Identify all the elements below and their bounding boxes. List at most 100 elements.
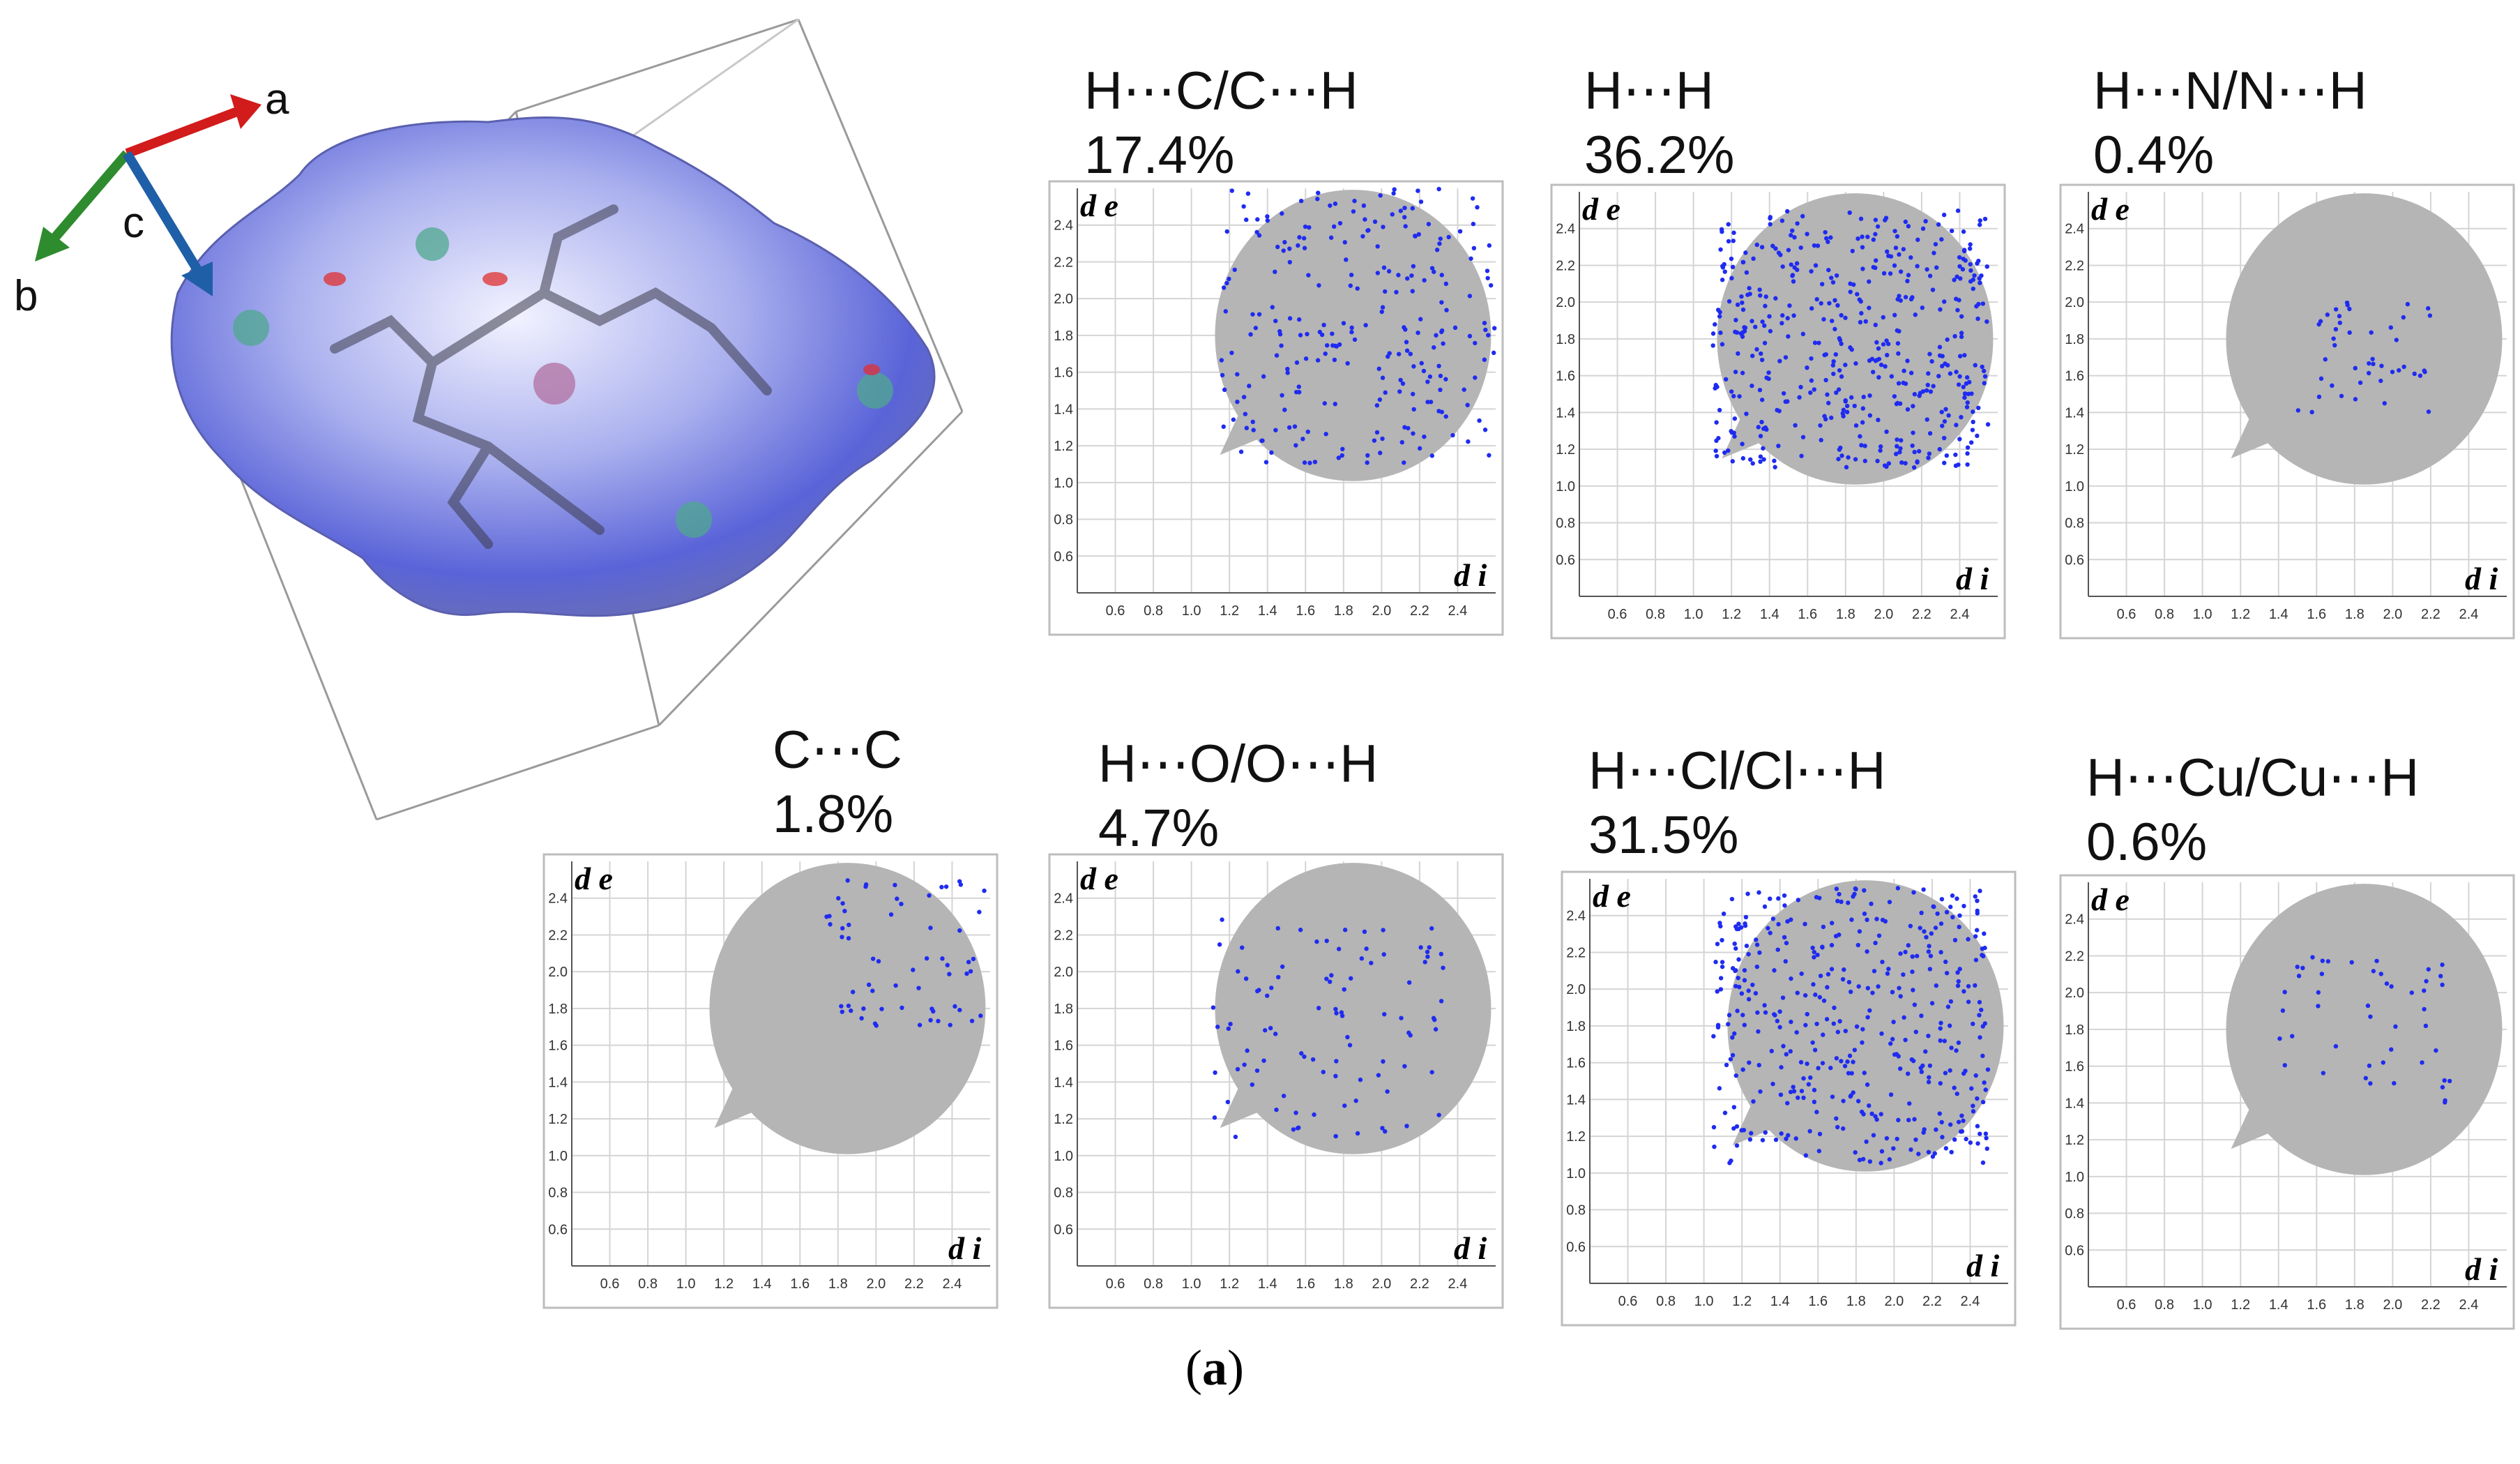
contact-point <box>1418 945 1423 950</box>
contact-point <box>1780 264 1785 269</box>
y-tick-label: 0.8 <box>548 1186 568 1201</box>
contact-point <box>1330 343 1335 348</box>
contact-point <box>1845 1059 1850 1064</box>
contact-point <box>1756 890 1761 895</box>
contact-point <box>1759 351 1763 356</box>
contact-point <box>2409 990 2414 995</box>
contact-point <box>1390 212 1395 217</box>
full-fingerprint-spike <box>1732 1062 1799 1146</box>
contact-point <box>1860 1156 1866 1162</box>
contact-point <box>1733 370 1738 375</box>
contact-point <box>1983 1087 1988 1092</box>
contact-point <box>1281 248 1286 253</box>
contact-point <box>1959 334 1964 340</box>
contact-point <box>2426 409 2431 414</box>
contact-point <box>1758 459 1763 465</box>
fingerprint-plot-5: 0.6 0.8 1.0 1.2 1.4 1.6 1.8 2.0 2.2 2.4 0.6 0.8 1.0 1… <box>1561 870 2017 1327</box>
contact-point <box>1487 243 1492 248</box>
contact-point <box>1773 465 1777 469</box>
contact-point <box>1422 434 1427 439</box>
contact-point <box>1970 428 1975 432</box>
contact-point <box>1984 264 1989 269</box>
contact-point <box>1811 982 1816 987</box>
contact-point <box>1805 1061 1809 1066</box>
contact-point <box>1779 321 1784 326</box>
contact-point <box>1349 329 1354 335</box>
contact-point <box>1869 901 1874 907</box>
contact-point <box>1792 235 1797 240</box>
contact-point <box>1762 340 1768 346</box>
contact-point <box>1860 234 1865 239</box>
contact-point <box>866 982 872 988</box>
y-tick-label: 2.0 <box>2065 295 2084 310</box>
contact-point <box>1938 307 1943 312</box>
contact-point <box>1353 1099 1358 1103</box>
contact-point <box>1975 898 1980 903</box>
contact-point <box>1779 1131 1784 1136</box>
contact-point <box>1934 265 1939 270</box>
contact-point <box>1965 375 1970 380</box>
contact-point <box>1307 225 1312 230</box>
contact-point <box>1935 911 1940 916</box>
contact-point <box>1352 198 1357 204</box>
contact-point <box>1753 990 1759 996</box>
y-tick-label: 1.2 <box>1566 1129 1586 1145</box>
y-tick-label: 0.8 <box>1054 513 1073 528</box>
contact-point <box>1979 273 1984 278</box>
y-tick-label: 1.0 <box>1566 1166 1586 1182</box>
contact-point <box>861 1006 866 1011</box>
contact-point <box>1753 324 1758 329</box>
contact-point <box>1922 929 1927 934</box>
contact-point <box>1863 319 1868 324</box>
contact-point <box>1729 429 1733 434</box>
contact-point <box>1383 390 1388 395</box>
contact-point <box>2412 371 2417 377</box>
contact-point <box>1719 227 1724 232</box>
contact-point <box>1732 1031 1737 1036</box>
contact-point <box>1959 314 1964 319</box>
contact-point <box>1867 1103 1872 1108</box>
contact-point <box>1324 938 1329 944</box>
contact-point <box>1744 943 1749 949</box>
contact-point <box>1724 1062 1729 1068</box>
contact-point <box>1965 462 1970 467</box>
contact-point <box>1927 944 1931 949</box>
contact-point <box>1905 359 1910 363</box>
contact-point <box>1745 891 1750 896</box>
contact-point <box>1878 448 1883 453</box>
contact-point <box>1920 226 1926 232</box>
contact-point <box>2442 1078 2447 1083</box>
contact-point <box>1282 240 1287 245</box>
contact-point <box>1956 1040 1961 1046</box>
contact-point <box>1982 1080 1987 1085</box>
x-tick-label: 1.0 <box>1182 603 1201 619</box>
contact-point <box>1949 1046 1954 1050</box>
plot-title-h-c: H⋯C/C⋯H 17.4% <box>1084 61 1358 185</box>
contact-point <box>1776 896 1781 901</box>
contact-point <box>2440 1085 2445 1090</box>
contact-point <box>1943 1071 1948 1076</box>
contact-point <box>1323 432 1328 437</box>
contact-point <box>1720 342 1725 347</box>
y-tick-label: 1.4 <box>548 1075 568 1090</box>
contact-point <box>1939 896 1945 902</box>
x-axis-label: d i <box>1454 1230 1487 1266</box>
contact-point <box>1940 423 1945 428</box>
contact-point <box>1911 1058 1916 1064</box>
contact-point <box>1955 983 1961 988</box>
contact-point <box>1921 1130 1926 1135</box>
contact-point <box>1918 391 1923 395</box>
contact-point <box>1729 276 1734 281</box>
contact-point <box>1923 1049 1928 1054</box>
contact-point <box>1306 273 1311 278</box>
contact-point <box>1275 926 1280 931</box>
x-tick-label: 2.4 <box>2459 607 2479 622</box>
contact-point <box>1740 455 1746 461</box>
contact-point <box>1974 303 1979 309</box>
contact-point <box>1491 350 1496 356</box>
contact-point <box>939 884 944 890</box>
contact-point <box>1875 458 1880 464</box>
contact-point <box>1297 235 1302 240</box>
contact-point <box>1438 236 1443 241</box>
contact-point <box>2390 370 2395 375</box>
